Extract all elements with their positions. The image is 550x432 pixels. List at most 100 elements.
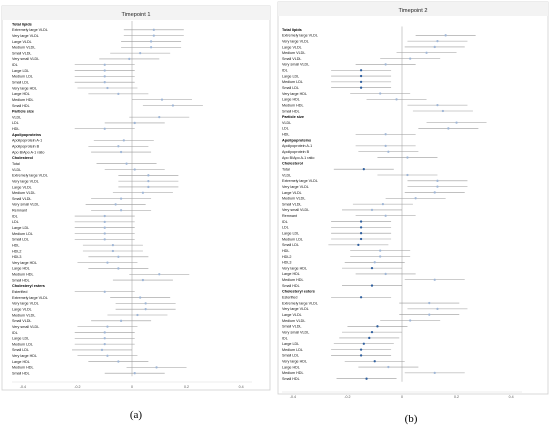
section-header-label: Total lipids bbox=[282, 28, 302, 32]
point-estimate bbox=[384, 63, 387, 66]
row-label: Very small VLDL bbox=[282, 63, 309, 67]
row-label: Small HDL bbox=[12, 278, 30, 282]
point-estimate bbox=[387, 365, 390, 369]
point-estimate bbox=[384, 144, 387, 148]
point-estimate bbox=[147, 174, 150, 177]
point-estimate bbox=[433, 191, 436, 194]
section-header-label: Cholesterol bbox=[12, 156, 33, 160]
point-estimate bbox=[455, 121, 458, 124]
row-label: Very large HDL bbox=[282, 266, 307, 270]
row-label: IDL bbox=[282, 69, 288, 73]
point-estimate bbox=[359, 86, 363, 89]
point-estimate bbox=[147, 185, 150, 189]
row-label: HDL2 bbox=[12, 249, 21, 253]
row-label: HDL3 bbox=[282, 261, 291, 265]
x-tick-label: 0.2 bbox=[454, 395, 459, 399]
row-label: Very small VLDL bbox=[282, 330, 309, 334]
row-label: Large HDL bbox=[12, 360, 30, 364]
point-estimate bbox=[441, 109, 445, 113]
row-label: Medium LDL bbox=[12, 342, 33, 346]
point-estimate bbox=[409, 57, 412, 60]
point-estimate bbox=[362, 168, 365, 171]
point-estimate bbox=[359, 74, 363, 78]
point-estimate bbox=[119, 319, 123, 322]
row-label: LDL bbox=[282, 127, 289, 131]
row-label: Medium VLDL bbox=[282, 197, 305, 201]
x-tick-label: -0.4 bbox=[20, 385, 26, 389]
section-header-label: Particle size bbox=[12, 110, 34, 114]
point-estimate bbox=[106, 325, 109, 328]
row-label: Medium HDL bbox=[282, 103, 304, 107]
section-header-label: Cholesteryl esters bbox=[282, 290, 315, 294]
panel-a: Timepoint 1 -0.4 -0.2 0 0.2 0.4 Total lipids E… bbox=[1, 5, 271, 421]
row-label: Large VLDL bbox=[12, 185, 32, 189]
row-label: Very small VLDL bbox=[282, 208, 309, 212]
row-label: Large VLDL bbox=[12, 307, 32, 311]
point-estimate bbox=[133, 121, 136, 125]
point-estimate bbox=[119, 197, 123, 200]
point-estimate bbox=[100, 348, 104, 352]
point-estimate bbox=[103, 238, 106, 241]
point-estimate bbox=[144, 308, 147, 311]
point-estimate bbox=[406, 173, 409, 177]
row-label: Large HDL bbox=[12, 92, 30, 96]
row-label: Very large VLDL bbox=[282, 307, 309, 311]
point-estimate bbox=[141, 191, 145, 194]
point-estimate bbox=[359, 237, 363, 241]
point-estimate bbox=[359, 354, 363, 357]
point-estimate bbox=[373, 360, 376, 363]
x-tick-label: -0.2 bbox=[74, 385, 80, 389]
row-label: LDL bbox=[12, 121, 19, 125]
point-estimate bbox=[119, 209, 123, 212]
point-estimate bbox=[359, 296, 363, 299]
row-label: Large VLDL bbox=[282, 313, 302, 317]
row-label: VLDL bbox=[12, 115, 21, 119]
point-estimate bbox=[103, 290, 106, 293]
panel-a-title-bar bbox=[2, 6, 270, 20]
point-estimate bbox=[428, 313, 431, 316]
point-estimate bbox=[359, 226, 363, 229]
row-label: VLDL bbox=[12, 168, 21, 172]
row-label: IDL bbox=[282, 336, 288, 340]
row-label: Very large VLDL bbox=[12, 179, 39, 183]
panel-a-plot: -0.4 -0.2 0 0.2 0.4 Total lipids Extremely lar… bbox=[12, 21, 252, 389]
row-label: Small HDL bbox=[12, 104, 30, 108]
point-estimate bbox=[117, 145, 120, 148]
row-label: Apolipoprotein B bbox=[282, 150, 310, 154]
point-estimate bbox=[128, 57, 131, 61]
point-estimate bbox=[359, 220, 363, 223]
point-estimate bbox=[144, 302, 147, 305]
point-estimate bbox=[103, 69, 106, 72]
row-label: Apo B/Apo A-1 ratio bbox=[282, 156, 314, 160]
row-label: Esterified bbox=[12, 290, 27, 294]
row-label: Extremely large VLDL bbox=[12, 296, 48, 300]
row-label: VLDL bbox=[282, 121, 291, 125]
point-estimate bbox=[384, 133, 387, 136]
point-estimate bbox=[152, 28, 155, 31]
row-label: Small LDL bbox=[282, 86, 299, 90]
row-label: HDL bbox=[12, 243, 19, 247]
point-estimate bbox=[155, 366, 158, 369]
row-label: Very large VLDL bbox=[282, 185, 309, 189]
point-estimate bbox=[106, 354, 109, 357]
point-estimate bbox=[117, 360, 120, 363]
panel-a-title: Timepoint 1 bbox=[121, 12, 150, 18]
row-label: Very small VLDL bbox=[12, 325, 39, 329]
point-estimate bbox=[381, 202, 385, 206]
point-estimate bbox=[122, 139, 125, 142]
x-tick-label: -0.2 bbox=[344, 395, 350, 399]
point-estimate bbox=[141, 278, 145, 282]
point-estimate bbox=[103, 337, 106, 340]
point-estimate bbox=[139, 51, 142, 55]
section-header-label: Particle size bbox=[282, 115, 304, 119]
point-estimate bbox=[368, 336, 371, 340]
panel-b-plot: -0.4 -0.2 0 0.2 0.4 Total lipids Extremely lar… bbox=[282, 26, 522, 399]
row-label: Small LDL bbox=[282, 354, 299, 358]
row-label: Small LDL bbox=[282, 243, 299, 247]
point-estimate bbox=[365, 377, 368, 380]
point-estimate bbox=[103, 81, 106, 84]
point-estimate bbox=[103, 214, 106, 218]
panel-b-title-bar bbox=[278, 2, 548, 16]
row-label: LDL bbox=[282, 226, 289, 230]
row-label: Small LDL bbox=[12, 238, 29, 242]
